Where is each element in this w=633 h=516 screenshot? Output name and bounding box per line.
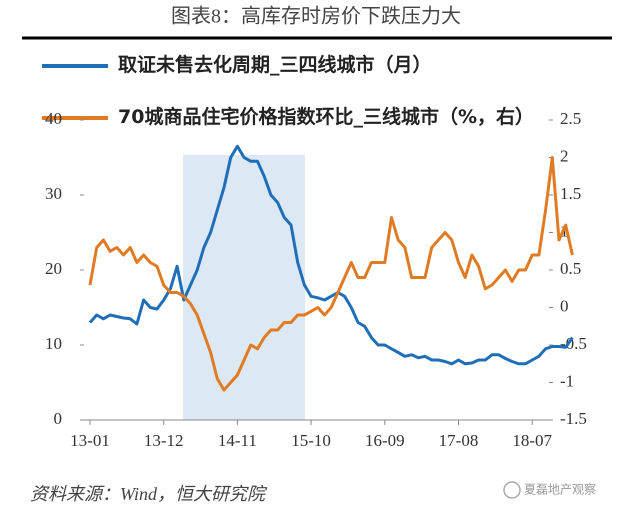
shaded-period	[183, 155, 305, 420]
y-tick-label: 10	[45, 334, 62, 353]
watermark-icon	[503, 481, 521, 499]
source: 资料来源：Wind，恒大研究院	[30, 484, 268, 504]
watermark: 夏磊地产观察	[524, 483, 596, 497]
chart-title: 图表8：高库存时房价下跌压力大	[171, 5, 461, 28]
y2-tick-label: -0.5	[560, 334, 587, 353]
legend-entry: 70城商品住宅价格指数环比_三线城市（%，右）	[118, 106, 534, 128]
y2-tick-label: 0.5	[560, 259, 581, 278]
x-tick-label: 17-08	[439, 431, 479, 450]
x-tick-label: 13-12	[144, 431, 184, 450]
legend-entry: 取证未售去化周期_三四线城市（月）	[118, 54, 432, 76]
y2-tick-label: -1.5	[560, 409, 587, 428]
y-tick-label: 40	[45, 109, 62, 128]
x-tick-label: 18-07	[512, 431, 552, 450]
x-tick-label: 16-09	[365, 431, 405, 450]
x-tick-label: 14-11	[218, 431, 257, 450]
y2-tick-label: 2	[560, 146, 569, 165]
y2-tick-label: 2.5	[560, 109, 581, 128]
y2-tick-label: 1.5	[560, 184, 581, 203]
y2-tick-label: 0	[560, 296, 569, 315]
x-tick-label: 13-01	[70, 431, 110, 450]
series-line	[88, 144, 574, 366]
series-line	[88, 156, 574, 392]
x-tick-label: 15-10	[291, 431, 331, 450]
y2-tick-label: -1	[560, 371, 574, 390]
y-tick-label: 20	[45, 259, 62, 278]
y-tick-label: 0	[54, 409, 63, 428]
y-tick-label: 30	[45, 184, 62, 203]
